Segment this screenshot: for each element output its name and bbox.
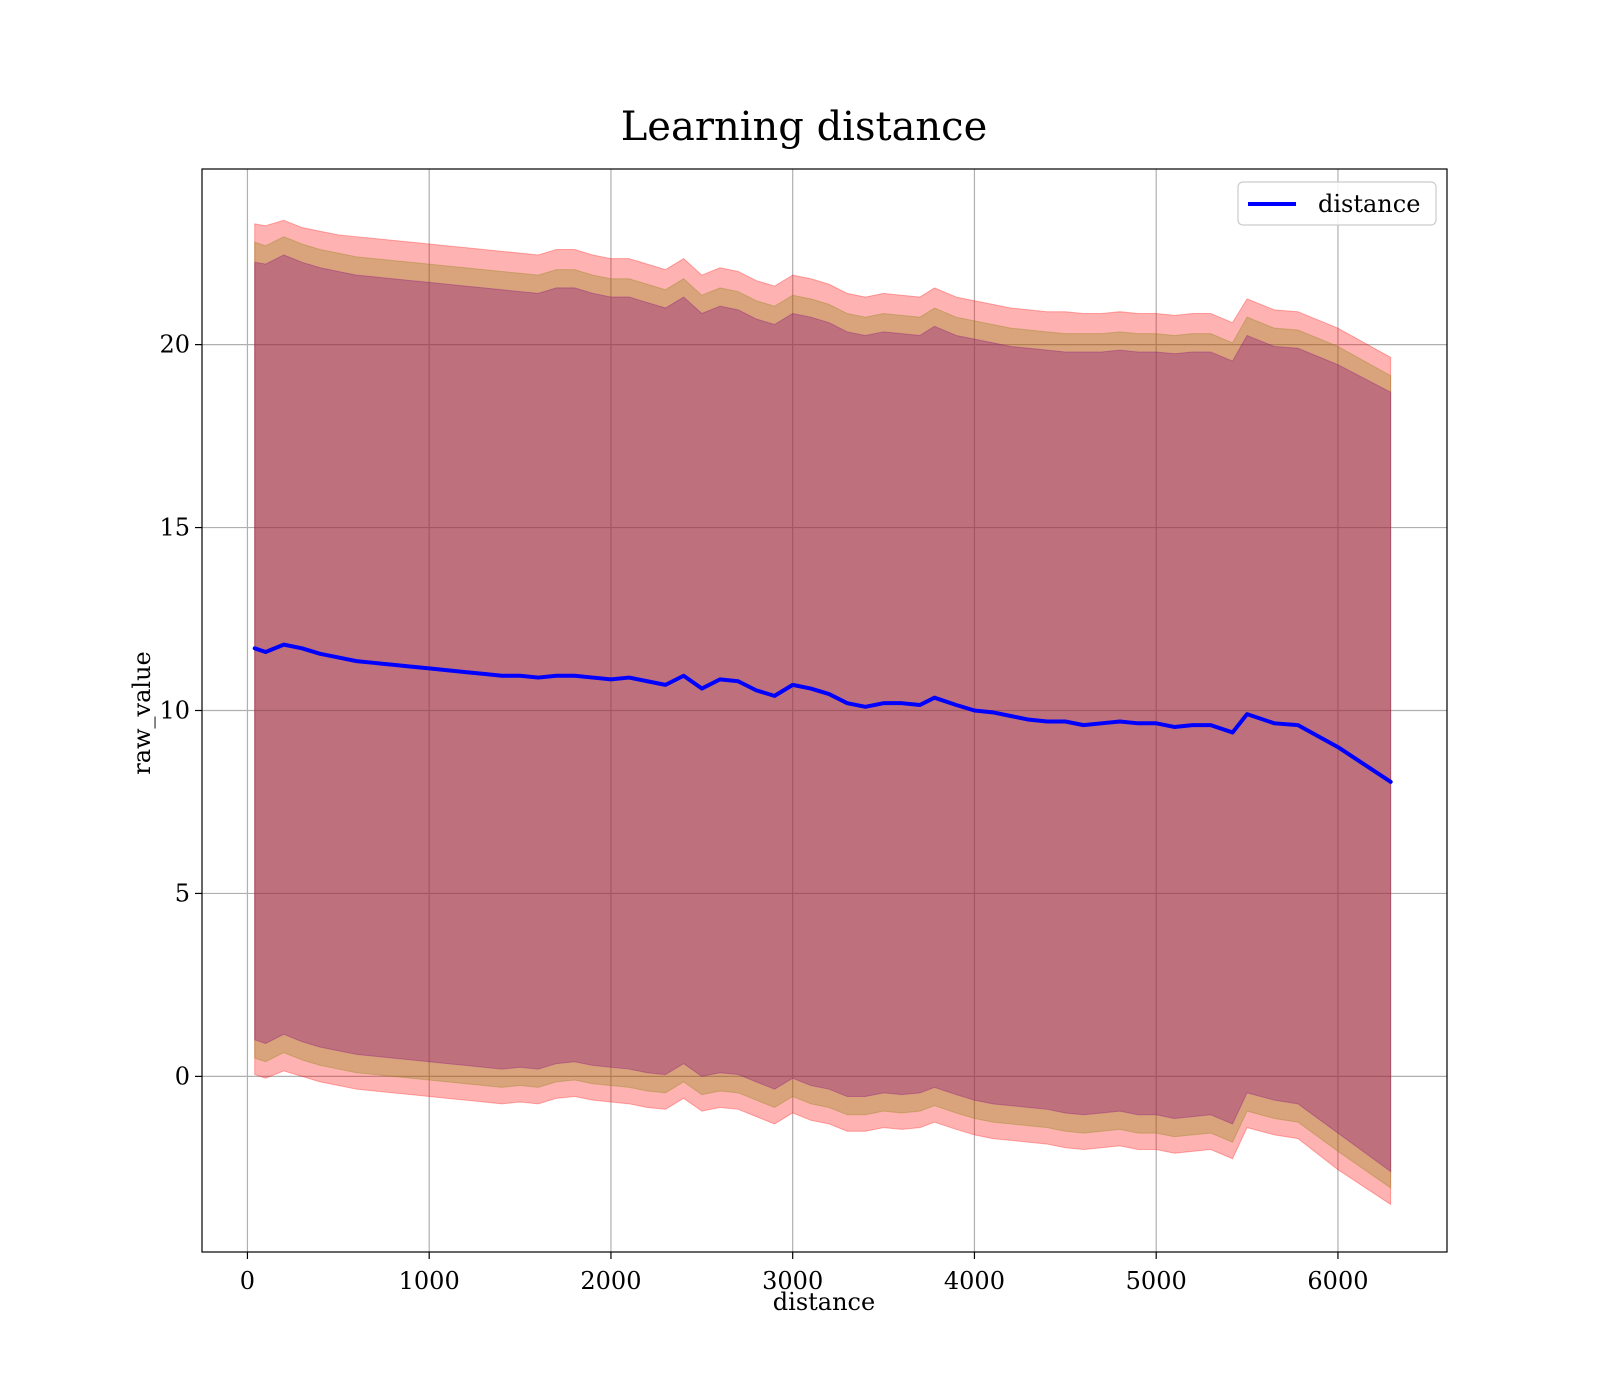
x-tick-label: 1000	[399, 1267, 460, 1295]
band-2	[254, 236, 1392, 1189]
y-tick-label: 0	[175, 1062, 190, 1090]
y-tick-label: 15	[159, 514, 190, 542]
x-tick-label: 3000	[762, 1267, 823, 1295]
axis-ticks: 0 1000 2000 3000 4000 5000 6000 0 5 10 15 20	[159, 331, 1368, 1295]
x-tick-label: 6000	[1307, 1267, 1368, 1295]
y-tick-label: 20	[159, 331, 190, 359]
y-tick-label: 10	[159, 697, 190, 725]
band-3	[254, 254, 1392, 1173]
x-tick-label: 5000	[1126, 1267, 1187, 1295]
x-tick-label: 0	[240, 1267, 255, 1295]
y-tick-label: 5	[175, 879, 190, 907]
x-axis-label: distance	[773, 1288, 875, 1316]
confidence-bands	[254, 219, 1392, 1206]
legend: distance	[1237, 181, 1437, 226]
chart-title: Learning distance	[621, 104, 988, 150]
y-axis-label: raw_value	[128, 651, 156, 775]
legend-label: distance	[1318, 190, 1420, 218]
x-tick-label: 2000	[580, 1267, 641, 1295]
series-line-1	[252, 642, 1393, 784]
plot-area: 0 1000 2000 3000 4000 5000 6000 0 5 10 15 20 distanc…	[159, 168, 1448, 1295]
grid-lines	[202, 169, 1447, 1252]
band-1	[254, 219, 1392, 1206]
legend-box	[1237, 181, 1437, 226]
x-tick-label: 4000	[944, 1267, 1005, 1295]
